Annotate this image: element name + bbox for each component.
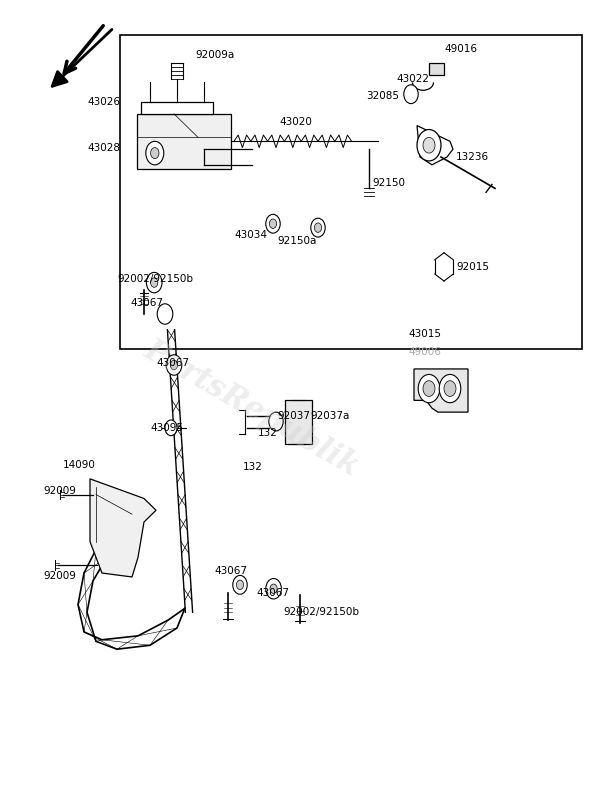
- Circle shape: [233, 575, 247, 594]
- Text: 43067: 43067: [156, 358, 189, 367]
- Polygon shape: [285, 400, 312, 444]
- Text: 14090: 14090: [63, 460, 96, 469]
- Text: 132: 132: [243, 462, 263, 472]
- Circle shape: [270, 584, 277, 593]
- Circle shape: [170, 360, 178, 370]
- Polygon shape: [417, 126, 453, 165]
- Text: 92009: 92009: [43, 571, 76, 581]
- Polygon shape: [90, 479, 156, 577]
- Polygon shape: [137, 114, 231, 169]
- Text: 43015: 43015: [408, 329, 441, 338]
- Circle shape: [266, 579, 281, 599]
- Text: 92037: 92037: [277, 411, 310, 421]
- Circle shape: [146, 141, 164, 165]
- Circle shape: [444, 381, 456, 396]
- Circle shape: [404, 85, 418, 104]
- Text: 92002/92150b: 92002/92150b: [283, 608, 359, 617]
- Circle shape: [266, 214, 280, 233]
- Circle shape: [269, 219, 277, 228]
- Circle shape: [236, 580, 244, 590]
- Circle shape: [417, 130, 441, 161]
- Polygon shape: [414, 369, 468, 412]
- Circle shape: [146, 272, 162, 293]
- Text: 92150: 92150: [372, 178, 405, 188]
- Text: 43022: 43022: [396, 74, 429, 83]
- Text: 92002/92150b: 92002/92150b: [117, 274, 193, 283]
- Circle shape: [423, 137, 435, 153]
- Text: 43095: 43095: [150, 423, 183, 433]
- Text: 43067: 43067: [131, 298, 164, 308]
- Bar: [120, 35, 582, 349]
- Circle shape: [439, 374, 461, 403]
- Text: 92009a: 92009a: [195, 50, 234, 60]
- Circle shape: [157, 304, 173, 324]
- Text: PartsRepublik: PartsRepublik: [139, 334, 365, 483]
- Text: 43034: 43034: [234, 231, 267, 240]
- Text: 43067: 43067: [215, 567, 248, 576]
- Text: 43026: 43026: [87, 97, 120, 107]
- Text: 92009: 92009: [43, 487, 76, 496]
- Text: 49006: 49006: [408, 347, 441, 356]
- Polygon shape: [429, 63, 444, 75]
- Text: 132: 132: [258, 428, 278, 437]
- Circle shape: [418, 374, 440, 403]
- Text: 92015: 92015: [456, 262, 489, 272]
- Text: 92150a: 92150a: [277, 236, 317, 246]
- Circle shape: [314, 223, 322, 232]
- Text: 43028: 43028: [87, 143, 120, 152]
- Circle shape: [151, 278, 158, 287]
- Text: 32085: 32085: [366, 91, 399, 100]
- Circle shape: [423, 381, 435, 396]
- Circle shape: [165, 420, 177, 436]
- Polygon shape: [141, 102, 213, 114]
- Text: 43020: 43020: [279, 117, 312, 126]
- Circle shape: [311, 218, 325, 237]
- Circle shape: [151, 148, 159, 159]
- Circle shape: [166, 355, 182, 375]
- Text: 43067: 43067: [256, 589, 289, 598]
- Text: 13236: 13236: [456, 152, 489, 162]
- Text: 49016: 49016: [444, 45, 477, 54]
- Circle shape: [269, 412, 283, 431]
- Text: 92037a: 92037a: [310, 411, 350, 421]
